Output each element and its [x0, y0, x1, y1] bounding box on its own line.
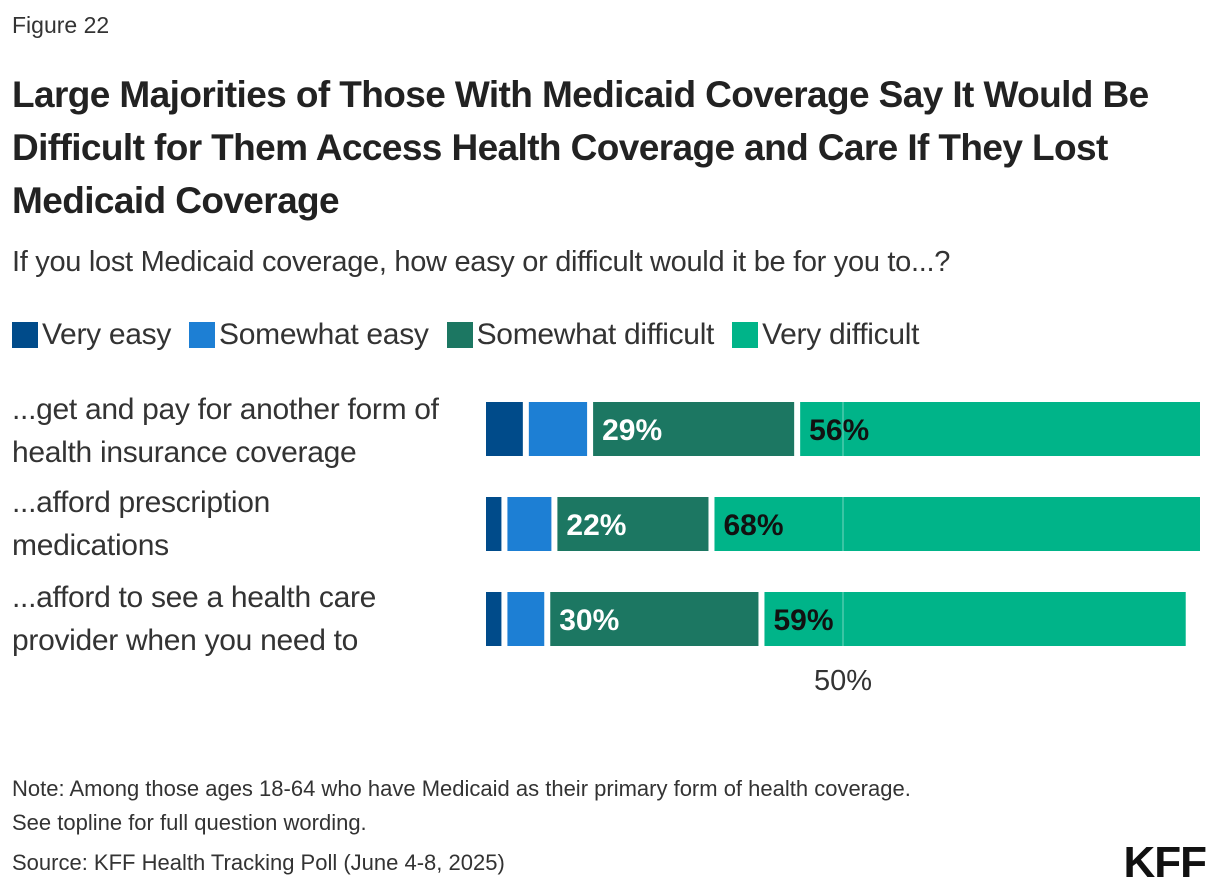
data-label: 59% — [773, 604, 833, 637]
reference-label: 50% — [814, 665, 872, 697]
legend-item-somewhat-difficult: Somewhat difficult — [446, 318, 715, 352]
bar-very-easy — [486, 497, 502, 551]
legend-label: Somewhat difficult — [476, 318, 715, 351]
legend-item-very-difficult: Very difficult — [732, 318, 919, 352]
category-label: ...afford prescription medications — [12, 486, 270, 562]
data-label: 68% — [723, 509, 783, 542]
bar-very-difficult — [800, 402, 1200, 456]
legend-swatch — [732, 322, 759, 348]
legend-item-somewhat-easy: Somewhat easy — [189, 318, 429, 352]
bar-somewhat-easy — [507, 497, 552, 551]
legend-swatch — [446, 322, 473, 348]
kff-logo: KFF — [1123, 838, 1207, 887]
chart-subtitle: If you lost Medicaid coverage, how easy … — [12, 246, 951, 278]
bar-very-difficult — [714, 497, 1200, 551]
legend-swatch — [12, 322, 38, 348]
legend-label: Very easy — [42, 318, 172, 351]
bar-very-easy — [486, 402, 523, 456]
figure-label: Figure 22 — [12, 12, 110, 38]
category-label: ...afford to see a health care provider … — [12, 581, 377, 657]
bar-somewhat-easy — [528, 402, 588, 456]
bar-very-easy — [486, 592, 502, 646]
data-label: 22% — [566, 509, 626, 542]
legend-swatch — [189, 322, 216, 348]
data-label: 56% — [809, 414, 869, 447]
bar-very-difficult — [764, 592, 1186, 646]
legend-label: Very difficult — [762, 318, 920, 351]
bar-somewhat-difficult — [550, 592, 759, 646]
legend: Very easy Somewhat easy Somewhat difficu… — [12, 318, 937, 352]
chart-title: Large Majorities of Those With Medicaid … — [12, 74, 1149, 221]
bar-somewhat-easy — [507, 592, 545, 646]
category-label: ...get and pay for another form of healt… — [12, 393, 439, 469]
source: Source: KFF Health Tracking Poll (June 4… — [12, 850, 505, 875]
legend-label: Somewhat easy — [219, 318, 429, 351]
data-label: 29% — [602, 414, 662, 447]
note-wording: See topline for full question wording. — [12, 810, 367, 835]
legend-item-very-easy: Very easy — [12, 318, 171, 352]
data-label: 30% — [559, 604, 619, 637]
bar-somewhat-difficult — [593, 402, 795, 456]
note: Note: Among those ages 18-64 who have Me… — [12, 776, 911, 801]
bar-somewhat-difficult — [557, 497, 709, 551]
